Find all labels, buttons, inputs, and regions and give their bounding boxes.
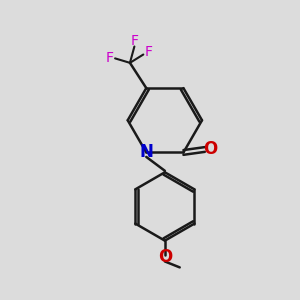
Text: F: F xyxy=(145,44,153,58)
Text: O: O xyxy=(158,248,172,266)
Text: F: F xyxy=(130,34,138,48)
Text: N: N xyxy=(139,143,153,161)
Text: F: F xyxy=(106,51,114,65)
Text: O: O xyxy=(203,140,217,158)
